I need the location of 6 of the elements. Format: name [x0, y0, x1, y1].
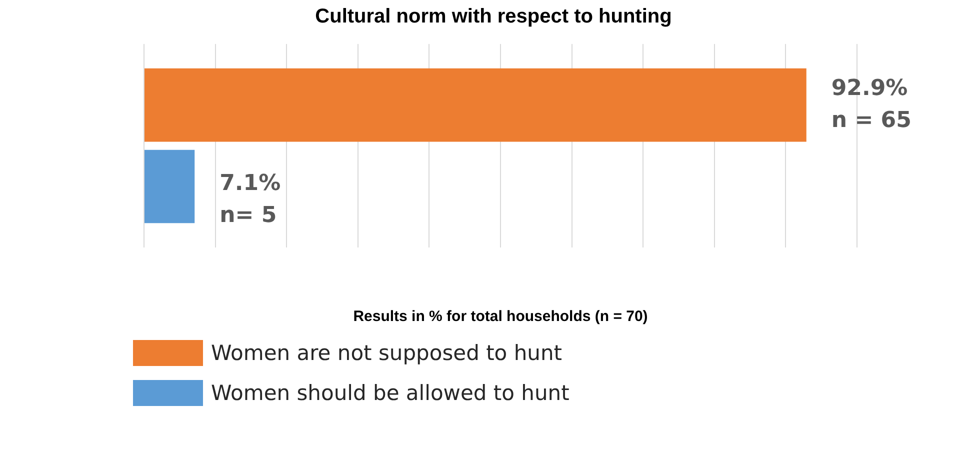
chart-title: Cultural norm with respect to hunting [315, 6, 672, 28]
data-label: 92.9% n = 65 [831, 76, 912, 133]
data-label: 7.1% n= 5 [220, 171, 281, 228]
x-axis-title: Results in % for total households (n = 70) [353, 308, 648, 326]
legend-label: Women should be allowed to hunt [211, 381, 570, 405]
legend-label: Women are not supposed to hunt [211, 341, 562, 365]
